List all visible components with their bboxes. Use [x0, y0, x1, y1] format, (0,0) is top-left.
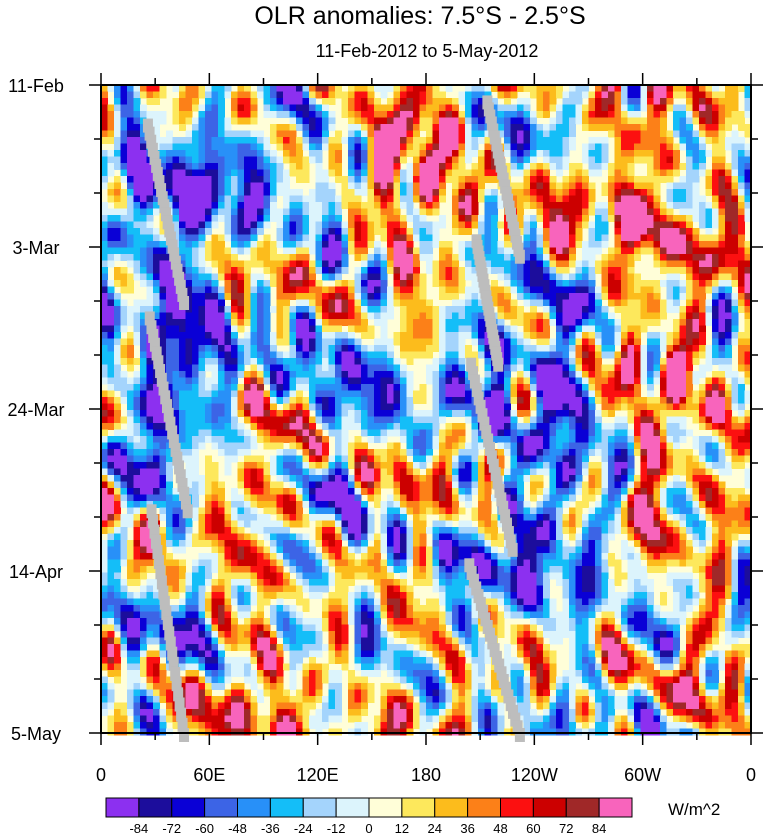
colorbar-tick-label: -60	[195, 821, 214, 834]
colorbar-tick-label: -36	[261, 821, 280, 834]
colorbar-box	[532, 797, 567, 818]
colorbar-tick-label: 48	[493, 821, 507, 834]
colorbar-tick-label: -48	[228, 821, 247, 834]
colorbar-tick-label: -24	[294, 821, 313, 834]
colorbar-tick-label: 60	[526, 821, 540, 834]
colorbar-tick-label: 84	[592, 821, 606, 834]
colorbar: -84 -72 -60 -48 -36 -24 -12 0 12 24 36 48 60 72 84	[105, 797, 633, 834]
colorbar-tick-label: 36	[460, 821, 474, 834]
chart-title: OLR anomalies: 7.5°S - 2.5°S	[254, 2, 585, 30]
anomaly-field	[101, 85, 752, 736]
x-tick-label: 120W	[511, 765, 558, 785]
colorbar-box	[401, 797, 436, 818]
x-tick-label: 0	[746, 765, 756, 785]
x-tick-label: 180	[411, 765, 441, 785]
colorbar-box	[269, 797, 304, 818]
y-axis: 11-Feb 3-Mar 24-Mar 14-Apr 5-May	[7, 76, 763, 744]
colorbar-box	[434, 797, 469, 818]
colorbar-box	[237, 797, 271, 818]
x-tick-label: 60W	[624, 765, 661, 785]
chart-subtitle: 11-Feb-2012 to 5-May-2012	[316, 41, 539, 61]
colorbar-box	[204, 797, 238, 818]
x-tick-label: 0	[96, 765, 106, 785]
colorbar-units: W/m^2	[668, 800, 720, 819]
colorbar-tick-label: -72	[162, 821, 181, 834]
colorbar-tick-label: -84	[129, 821, 148, 834]
colorbar-box	[138, 797, 173, 818]
colorbar-box	[105, 797, 140, 818]
colorbar-tick-label: 72	[559, 821, 573, 834]
x-axis: 0 60E 120E 180 120W 60W 0	[96, 73, 756, 785]
colorbar-box	[302, 797, 337, 818]
colorbar-tick-label: 0	[365, 821, 372, 834]
colorbar-tick-label: 24	[428, 821, 442, 834]
y-tick-label: 3-Mar	[12, 238, 59, 258]
colorbar-box	[467, 797, 501, 818]
x-tick-label: 120E	[297, 765, 339, 785]
colorbar-box	[335, 797, 370, 818]
y-tick-label: 11-Feb	[8, 76, 64, 96]
colorbar-box	[368, 797, 403, 818]
colorbar-tick-label: -12	[327, 821, 346, 834]
colorbar-box	[171, 797, 206, 818]
y-tick-label: 5-May	[11, 724, 61, 744]
colorbar-box	[598, 797, 633, 818]
colorbar-tick-label: 12	[395, 821, 409, 834]
x-tick-label: 60E	[193, 765, 225, 785]
colorbar-box	[500, 797, 534, 818]
plot-area	[101, 85, 752, 742]
colorbar-box	[565, 797, 600, 818]
y-tick-label: 24-Mar	[7, 400, 64, 420]
y-tick-label: 14-Apr	[9, 562, 63, 582]
missing-data-streaks	[142, 95, 525, 742]
